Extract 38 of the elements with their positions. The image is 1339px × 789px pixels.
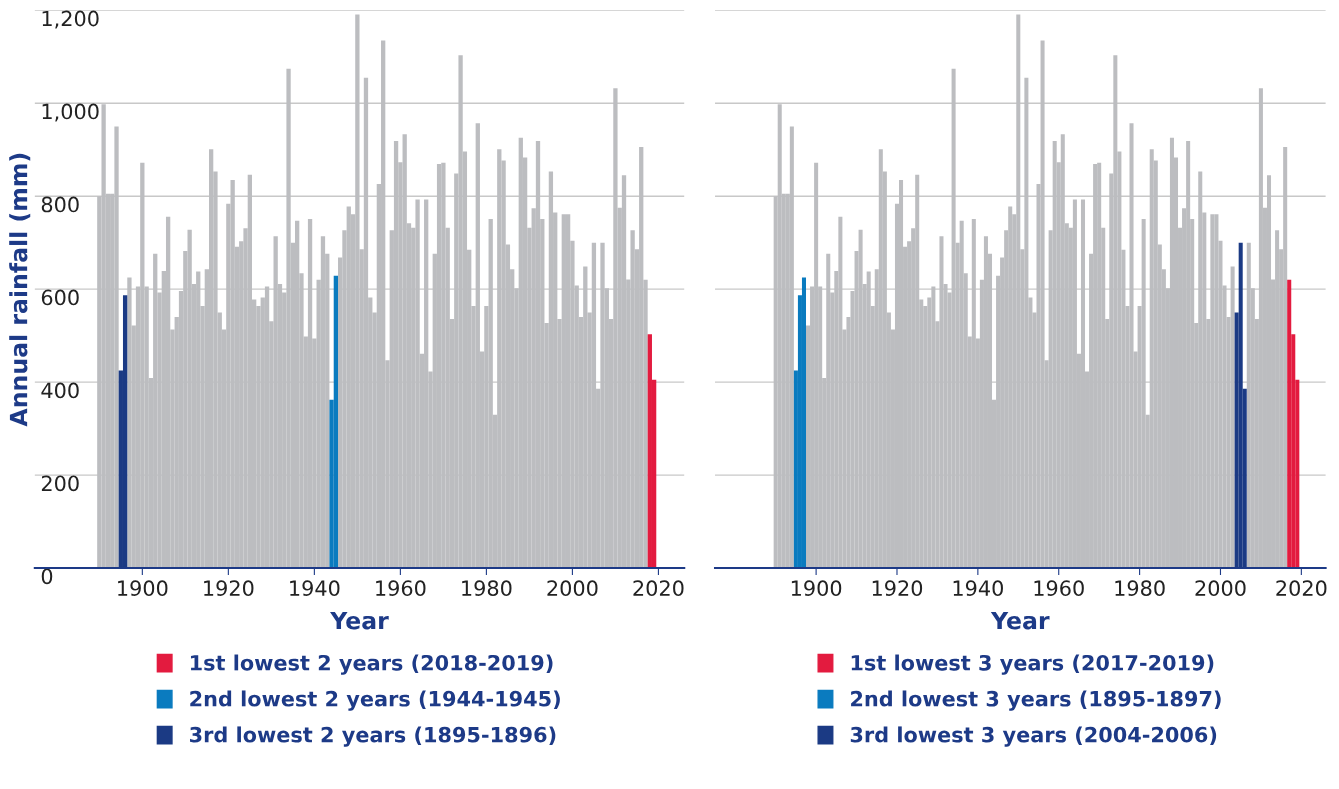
bar bbox=[983, 236, 988, 569]
x-tick-label: 1940 bbox=[953, 580, 1003, 597]
x-axis-title: Year bbox=[990, 611, 1050, 630]
y-tick-label: 1,200 bbox=[42, 10, 99, 29]
legend-label: 3rd lowest 2 years (1895-1896) bbox=[190, 726, 556, 747]
legend-label: 1st lowest 2 years (2018-2019) bbox=[190, 654, 553, 675]
legend-label: 3rd lowest 3 years (2004-2006) bbox=[850, 726, 1217, 747]
legend-label: 2nd lowest 3 years (1895-1897) bbox=[851, 690, 1221, 711]
x-axis-title: Year bbox=[330, 611, 389, 630]
y-tick-label: 0 bbox=[41, 568, 53, 585]
x-tick-label: 1920 bbox=[872, 580, 923, 597]
x-tick-label: 2020 bbox=[633, 580, 684, 597]
bar bbox=[1275, 230, 1280, 569]
y-tick-label: 1,000 bbox=[42, 103, 99, 122]
x-tick-label: 1900 bbox=[118, 580, 168, 597]
y-tick-label: 800 bbox=[41, 196, 79, 213]
x-tick-label: 1900 bbox=[791, 580, 842, 597]
legend-label: 2nd lowest 2 years (1944-1945) bbox=[190, 690, 560, 711]
x-tick-label: 1920 bbox=[204, 580, 254, 597]
bar bbox=[858, 229, 863, 569]
bar bbox=[1214, 214, 1219, 569]
legend-label: 1st lowest 3 years (2017-2019) bbox=[851, 654, 1214, 675]
x-tick-label: 1980 bbox=[1115, 580, 1165, 597]
bar bbox=[1287, 279, 1292, 569]
x-tick-label: 1980 bbox=[462, 580, 512, 597]
x-tick-label: 2020 bbox=[1276, 580, 1327, 597]
x-tick-label: 1960 bbox=[1034, 580, 1084, 597]
y-tick-label: 400 bbox=[41, 382, 79, 399]
y-axis-title: Annual rainfall (mm) bbox=[9, 153, 31, 427]
x-tick-label: 2000 bbox=[1195, 580, 1246, 597]
bar bbox=[1008, 206, 1013, 569]
x-tick-label: 2000 bbox=[547, 580, 598, 597]
x-tick-label: 1960 bbox=[376, 580, 426, 597]
bar bbox=[801, 277, 807, 569]
y-tick-label: 600 bbox=[41, 289, 79, 306]
bar bbox=[959, 220, 964, 569]
y-tick-label: 200 bbox=[41, 475, 79, 492]
x-tick-label: 1940 bbox=[290, 580, 340, 597]
